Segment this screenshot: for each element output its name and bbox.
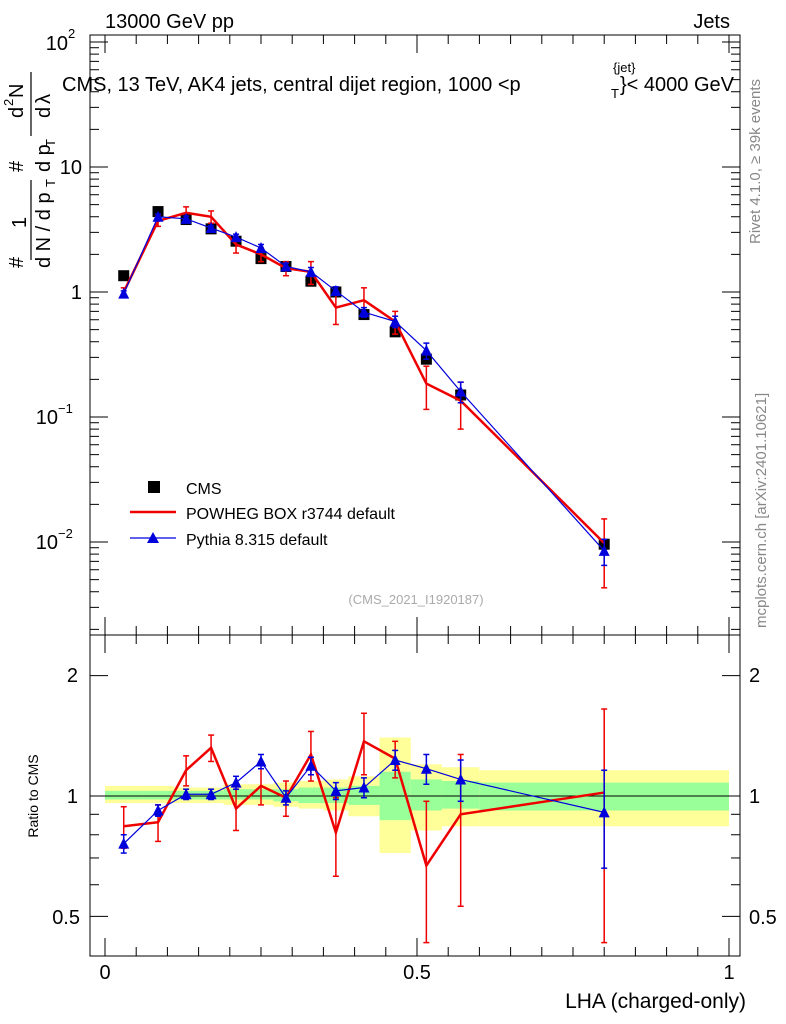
pythia-point [280,260,292,272]
ratio-pythia-point [280,791,292,803]
xtick-label-1: 1 [723,962,734,984]
ratio-pythia-point [180,788,192,800]
legend-pythia-label: Pythia 8.315 default [186,532,328,549]
ratio-ticks [90,635,740,956]
title-sub: T [611,86,619,101]
ratio-pythia-point [230,776,242,788]
main-plot-panel: 10 2 10 1 10 −1 10 −2 # 1 d N / d p T # … [1,26,741,636]
ratio-pythia-point [455,773,467,785]
main-title: CMS, 13 TeV, AK4 jets, central dijet reg… [62,60,735,101]
main-ytick-exp: −2 [58,526,73,541]
ylabel-one: 1 [9,217,31,228]
main-ytick-label-1: 1 [71,282,82,304]
main-ytick-exp: 2 [68,26,75,41]
xtick-label-0p5: 0.5 [403,962,431,984]
title-end: }< 4000 GeV [620,74,735,96]
legend-powheg-label: POWHEG BOX r3744 default [186,506,396,523]
ylabel-d-bottom: d [33,107,55,118]
rivet-version-label: Rivet 4.1.0, ≥ 39k events [747,79,764,244]
pythia-point [358,306,370,318]
ratio-ytick-right-0p5: 0.5 [749,907,777,929]
pythia-line [123,216,605,552]
ratio-ytick-right-2: 2 [749,665,760,687]
powheg-line [122,211,606,544]
pythia-point [330,284,342,296]
ratio-ylabel: Ratio to CMS [25,754,41,837]
header-right-label: Jets [693,11,730,33]
ratio-ytick-left-2: 2 [67,665,78,687]
ratio-pythia-point [255,755,267,767]
ylabel-dpt: d p [33,144,55,172]
ratio-pythia-point [598,806,610,818]
ratio-pythia-point [330,784,342,796]
ratio-pythia-point [389,754,401,766]
ylabel-hash-1: # [6,256,28,268]
ratio-pythia-point [152,804,164,816]
ratio-band-inner [142,790,174,800]
ratio-pythia-point [420,762,432,774]
ylabel-sub-t-2: T [43,139,58,147]
cms-data-point [118,270,130,282]
ratio-ytick-left-1: 1 [67,786,78,808]
ratio-pythia-point [205,788,217,800]
ylabel-n: N [6,84,28,98]
main-ytick-base: 10 [36,532,58,554]
main-ytick-label-0p1: 10 −1 [36,401,73,429]
ratio-pythia-point [305,759,317,771]
legend-pythia-marker [147,532,159,543]
analysis-watermark: (CMS_2021_I1920187) [348,592,483,607]
pythia-point [152,210,164,222]
pythia-point [305,265,317,277]
ratio-plot-panel: 2 1 0.5 2 1 0.5 Ratio to CMS 0 0.5 1 LHA… [25,634,777,1013]
ylabel-d-top: d [6,107,28,118]
ratio-powheg-line [123,739,605,869]
ratio-band-inner [105,790,143,800]
title-main: CMS, 13 TeV, AK4 jets, central dijet reg… [62,74,521,96]
legend: CMS POWHEG BOX r3744 default Pythia 8.31… [130,481,396,549]
pythia-point [180,212,192,224]
pythia-point [455,385,467,397]
ylabel-sub-t-1: T [43,179,58,187]
header-left-label: 13000 GeV pp [105,11,234,33]
pythia-point [420,344,432,356]
x-axis-label: LHA (charged-only) [565,990,746,1013]
ratio-ytick-right-1: 1 [749,786,760,808]
pythia-point [230,231,242,243]
ratio-series [118,708,610,944]
ylabel-hash-2: # [6,160,28,172]
main-ytick-label-10: 10 [60,157,82,179]
main-ticks [90,35,740,635]
ratio-ytick-left-0p5: 0.5 [52,907,80,929]
main-series [118,206,610,589]
mcplots-url-label: mcplots.cern.ch [arXiv:2401.10621] [753,393,770,628]
main-ytick-base: 10 [46,33,68,55]
ratio-pythia-point [358,781,370,793]
pythia-point [205,222,217,234]
ylabel-lambda: λ [33,94,55,104]
pythia-point [389,315,401,327]
legend-cms-marker [148,481,160,493]
ylabel-sup-2: 2 [1,99,16,106]
ratio-frame [89,634,741,957]
ratio-pythia-line [123,759,605,845]
ylabel-dndpt: d N / d p [33,192,55,268]
main-ytick-label-0p01: 10 −2 [36,526,73,554]
title-sup: {jet} [613,60,636,75]
pythia-point [598,544,610,556]
pythia-point [118,287,130,299]
legend-cms-label: CMS [186,481,222,498]
pythia-point [255,241,267,253]
ratio-pythia-point [118,837,130,849]
main-ytick-exp: −1 [58,401,73,416]
ratio-band-inner [298,787,324,804]
main-ytick-base: 10 [36,407,58,429]
main-ylabel: # 1 d N / d p T # d p T d 2 N d λ [1,72,58,268]
main-ytick-label-100: 10 2 [46,26,75,55]
xtick-label-0: 0 [99,962,110,984]
